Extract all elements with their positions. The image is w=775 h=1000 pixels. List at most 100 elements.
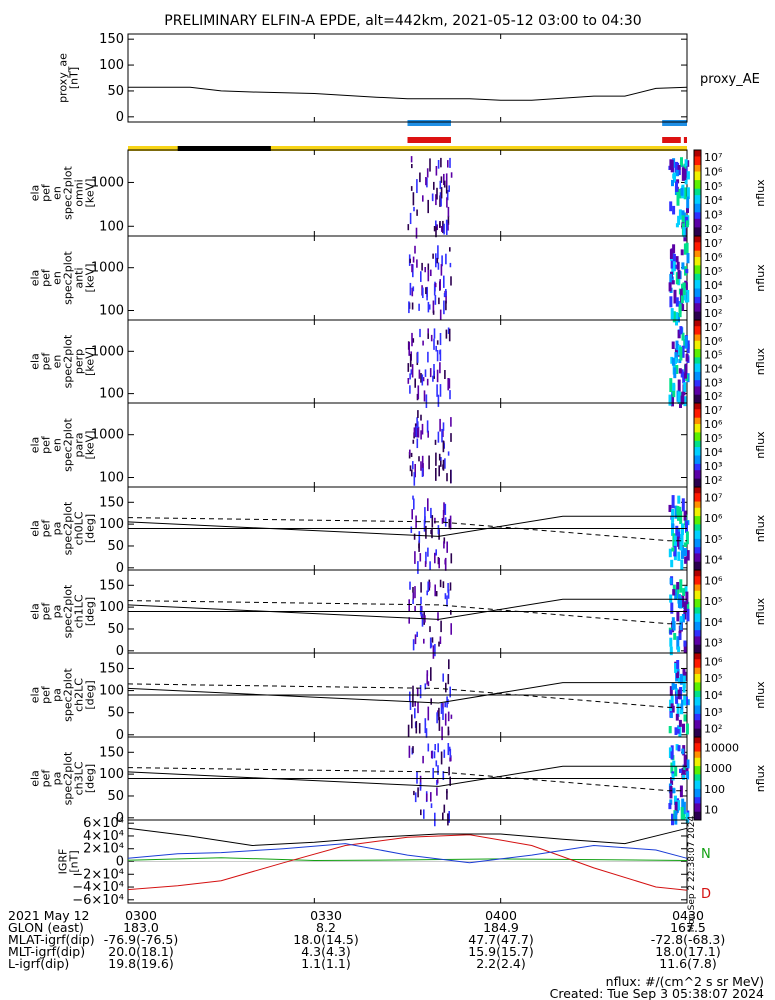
pa_ch0LC-flux-mark-0-9 — [441, 518, 444, 524]
pa_ch3LC-flux-mark-0-42 — [435, 760, 438, 767]
pa_ch3LC-flux-mark-0-5 — [437, 743, 439, 753]
en_anti-flux-mark-0-30 — [432, 310, 435, 315]
en_para-flux-mark-0-20 — [428, 455, 430, 470]
pa_ch2LC-flux-mark-0-33 — [419, 685, 422, 699]
pa_ch1LC-flux-mark-1-43 — [673, 633, 677, 640]
proxy_ae-series-line — [128, 86, 688, 101]
pa_ch2LC-flux-mark-0-20 — [409, 701, 412, 710]
pa_ch3LC-colorbar-swatch-30 — [694, 799, 701, 802]
pa_ch3LC-flux-mark-0-38 — [449, 776, 451, 786]
panel-en_perp: elapefenspec2plotperp[keV]100100010²10³1… — [29, 319, 767, 409]
pa_ch0LC-flux-mark-1-13 — [685, 521, 688, 533]
en_anti-flux-mark-1-33 — [681, 262, 685, 270]
pa_ch0LC-flux-mark-1-0 — [671, 522, 674, 536]
en_omni-colorbar-swatch-18 — [694, 188, 701, 192]
footer-row-3-value-0: 20.0(18.1) — [108, 944, 173, 959]
en_omni-flux-mark-0-45 — [426, 168, 429, 178]
pa_ch0LC-flux-mark-0-12 — [429, 561, 431, 571]
pa_ch1LC-colorbar-swatch-35 — [694, 642, 701, 646]
en_anti-flux-mark-1-54 — [669, 249, 673, 259]
footer-row-0-value-3: 0430 — [672, 908, 704, 923]
en_perp-flux-mark-0-11 — [420, 373, 422, 383]
en_anti-colorbar-tick-3: 10⁵ — [704, 265, 722, 278]
pa_ch1LC-flux-mark-0-4 — [421, 613, 424, 627]
pa_ch3LC-flux-mark-1-35 — [682, 769, 686, 779]
pa_ch3LC-colorbar-swatch-26 — [694, 790, 701, 794]
pa_ch3LC-flux-mark-0-35 — [419, 775, 422, 789]
en_omni-flux-mark-1-4 — [677, 165, 681, 176]
en_omni-flux-mark-1-7 — [676, 179, 680, 184]
pa_ch0LC-colorbar-swatch-39 — [694, 567, 701, 571]
pa_ch2LC-flux-mark-1-43 — [685, 723, 689, 735]
pa_ch3LC-flux-mark-1-16 — [682, 811, 686, 820]
pa_ch3LC-flux-mark-0-9 — [408, 745, 411, 758]
pa_ch1LC-colorbar-label: nflux — [754, 597, 767, 625]
en_anti-flux-mark-0-23 — [433, 283, 436, 296]
pa_ch2LC-flux-mark-1-20 — [676, 671, 679, 679]
en_omni-colorbar-tick-2: 10⁴ — [704, 194, 723, 207]
en_para-colorbar-tick-4: 10⁶ — [704, 418, 723, 431]
pa_ch1LC-flux-mark-0-19 — [412, 587, 414, 593]
en_anti-flux-mark-0-25 — [434, 295, 437, 305]
pa_ch0LC-ylabel-0: ela — [29, 520, 42, 537]
pa_ch3LC-flux-mark-0-28 — [422, 755, 424, 764]
pa_ch0LC-flux-mark-1-31 — [685, 531, 689, 545]
en_perp-flux-mark-0-19 — [412, 338, 415, 343]
en_omni-flux-mark-0-25 — [440, 176, 443, 183]
en_para-flux-mark-0-27 — [418, 456, 420, 462]
en_omni-flux-mark-0-41 — [416, 179, 418, 194]
pa_ch3LC-flux-mark-0-0 — [447, 743, 450, 756]
en_perp-colorbar-swatch-15 — [694, 351, 701, 354]
spin-bar-blue-1 — [662, 120, 687, 126]
en_omni-flux-mark-0-52 — [439, 222, 441, 228]
pa_ch0LC-colorbar-swatch-15 — [694, 518, 701, 521]
en_omni-flux-mark-0-18 — [448, 185, 450, 192]
pa_ch1LC-flux-mark-1-15 — [683, 640, 687, 647]
en_omni-flux-mark-0-17 — [435, 194, 437, 206]
pa_ch0LC-flux-mark-1-32 — [676, 536, 680, 547]
en_omni-colorbar-swatch-6 — [694, 162, 701, 166]
pa_ch0LC-colorbar-swatch-34 — [694, 557, 701, 561]
en_perp-flux-mark-0-27 — [436, 384, 438, 397]
en_perp-colorbar-swatch-25 — [694, 371, 701, 375]
pa_ch1LC-flux-mark-1-26 — [679, 621, 683, 631]
pa_ch3LC-flux-mark-0-29 — [442, 771, 445, 781]
pa_ch1LC-flux-mark-0-35 — [412, 592, 415, 600]
en_perp-flux-mark-0-49 — [411, 364, 414, 378]
pa_ch2LC-flux-mark-1-29 — [671, 682, 675, 690]
pa_ch2LC-colorbar-tick-1: 10³ — [704, 706, 722, 719]
pa_ch0LC-ytick-label-0: 0 — [116, 561, 124, 576]
en_para-colorbar-swatch-0 — [694, 403, 701, 406]
en_perp-colorbar-swatch-11 — [694, 342, 701, 346]
en_anti-flux-mark-1-46 — [686, 290, 690, 303]
pa_ch0LC-flux-mark-0-36 — [410, 526, 413, 533]
pa_ch1LC-flux-mark-0-22 — [450, 610, 452, 615]
pa_ch2LC-colorbar-swatch-27 — [694, 709, 701, 713]
pa_ch0LC-flux-mark-1-17 — [683, 510, 687, 521]
en_omni-flux-mark-0-22 — [450, 172, 453, 178]
pa_ch2LC-flux-mark-0-13 — [427, 706, 430, 721]
en_perp-flux-mark-1-33 — [674, 352, 678, 362]
colorbar-stamp: Mon Sep 2 22:38:07 2024 — [687, 816, 697, 933]
igrf-ytick-label-2: 2×10⁴ — [83, 842, 124, 857]
en_anti-flux-mark-1-28 — [675, 272, 679, 285]
en_omni-flux-mark-1-14 — [676, 192, 680, 206]
en_perp-flux-mark-0-34 — [407, 378, 410, 384]
pa_ch1LC-flux-mark-0-11 — [420, 596, 422, 605]
pa_ch2LC-flux-mark-0-17 — [409, 691, 411, 702]
en_anti-colorbar-swatch-20 — [694, 278, 701, 281]
en_omni-flux-mark-0-43 — [435, 166, 438, 176]
en_omni-flux-mark-1-52 — [684, 159, 688, 167]
pa_ch3LC-flux-mark-1-38 — [685, 768, 689, 775]
en_omni-colorbar-swatch-25 — [694, 203, 701, 207]
pa_ch1LC-flux-mark-1-3 — [676, 585, 680, 599]
pa_ch3LC-colorbar-tick-2: 1000 — [704, 762, 732, 775]
en_anti-ytick-label-0: 100 — [99, 304, 124, 319]
pa_ch0LC-flux-mark-1-38 — [681, 523, 684, 536]
en_omni-colorbar-swatch-32 — [694, 218, 701, 222]
en_para-colorbar-swatch-12 — [694, 428, 701, 431]
en_para-colorbar-swatch-27 — [694, 459, 701, 463]
pa_ch2LC-flux-mark-1-30 — [669, 712, 673, 719]
en_omni-flux-mark-1-42 — [671, 179, 674, 187]
pa_ch0LC-flux-mark-1-4 — [686, 550, 689, 557]
